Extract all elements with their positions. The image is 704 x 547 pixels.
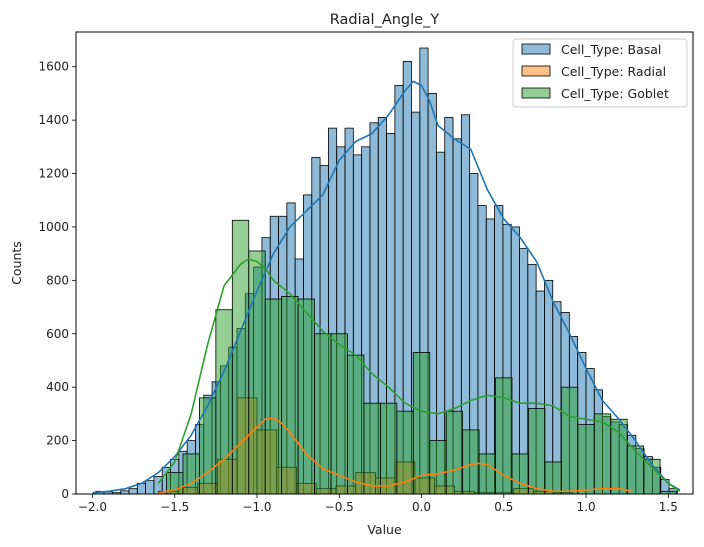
y-tick-label: 200 [46,434,69,448]
bar-goblet [412,352,431,495]
bar-goblet [478,453,496,495]
bar-goblet [248,250,266,495]
kde-line-goblet [157,258,681,492]
legend-label-basal: Cell_Type: Basal [561,42,661,57]
x-tick-label: −1.0 [242,500,271,514]
x-tick-label: 1.5 [659,500,678,514]
x-tick-label: 0.5 [494,500,513,514]
bar-goblet [462,429,480,495]
y-axis-label: Counts [9,241,24,285]
bar-basal [145,480,155,495]
legend-swatch-radial [521,65,551,77]
kde-line-basal [92,80,681,494]
bar-goblet [314,333,332,495]
bar-goblet [560,386,579,495]
x-tick-label: 1.0 [577,500,596,514]
x-tick-label: 0.0 [412,500,431,514]
bar-goblet [379,402,398,495]
y-tick-label: 800 [46,273,69,287]
bar-basal [485,218,495,495]
bar-goblet [281,295,299,495]
x-tick-label: −2.0 [78,500,107,514]
y-tick-label: 600 [46,327,69,341]
legend-label-goblet: Cell_Type: Goblet [561,86,669,101]
kde-layer [92,80,681,494]
legend-frame [512,38,688,108]
bar-goblet [511,453,529,495]
bar-goblet [182,453,200,495]
bar-goblet [215,309,233,495]
y-tick-label: 1200 [38,167,69,181]
x-axis-label: Value [367,522,402,537]
chart-title: Radial_Angle_Y [330,12,440,28]
bar-goblet [198,397,217,495]
bar-goblet [528,408,546,495]
bar-goblet [330,333,348,495]
bar-goblet [495,377,513,495]
x-axis: −2.0 −1.5 −1.0 −0.5 0.0 0.5 1.0 1.5 [78,494,678,514]
legend-label-radial: Cell_Type: Radial [561,64,666,79]
legend: Cell_Type: Basal Cell_Type: Radial Cell_… [512,38,688,108]
bars-layer [95,47,678,495]
bar-goblet [445,410,464,495]
x-tick-label: −0.5 [325,500,354,514]
bar-goblet [610,418,628,495]
y-tick-label: 1000 [38,220,69,234]
legend-swatch-basal [521,43,551,55]
bar-goblet [297,298,315,495]
kde-line-radial [158,417,633,494]
y-tick-label: 0 [61,487,69,501]
y-tick-label: 1600 [38,60,69,74]
x-tick-label: −1.5 [160,500,189,514]
bar-goblet [363,402,381,495]
y-tick-label: 400 [46,380,69,394]
legend-swatch-goblet [521,87,551,99]
bar-goblet [429,440,447,495]
bar-goblet [577,424,595,495]
bar-goblet [544,461,562,495]
bar-goblet [347,354,365,495]
bar-goblet [626,445,645,495]
plot-frame [75,31,694,495]
bar-goblet [264,298,283,495]
bar-basal [128,488,138,495]
y-tick-label: 1400 [38,113,69,127]
y-axis: 0 200 400 600 800 1000 1200 1400 1600 [38,60,76,501]
